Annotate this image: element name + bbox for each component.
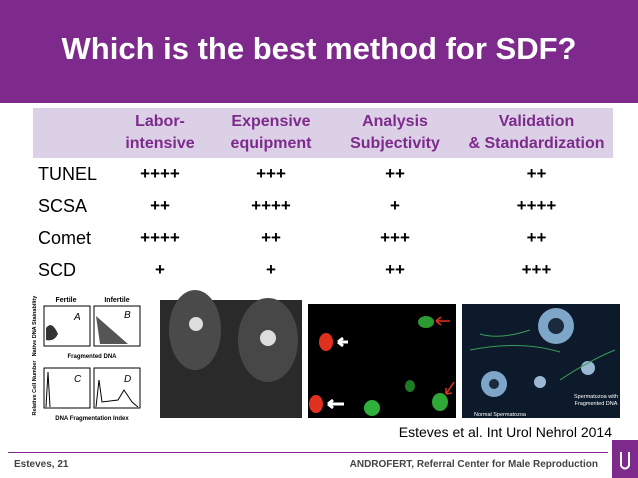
column-header: Expensive equipment: [212, 108, 330, 158]
table-cell: ++: [150, 196, 170, 215]
header-line: Subjectivity: [350, 135, 440, 152]
logo-icon: [620, 452, 630, 470]
plot-box: [93, 367, 141, 409]
plot-box: [43, 367, 91, 409]
slide-title: Which is the best method for SDF?: [0, 0, 638, 103]
axis-label: Native DNA Stainability: [32, 295, 38, 357]
cell: [309, 395, 323, 413]
footer-rule: [8, 452, 608, 453]
tail: [469, 329, 616, 381]
label: Spermatozoa with: [574, 394, 618, 400]
row-label: Comet: [38, 228, 92, 248]
table-cell: ++++: [251, 196, 291, 215]
histogram: [95, 379, 139, 408]
header-line: Expensive: [231, 113, 311, 130]
table-cell: +: [266, 260, 276, 279]
cell: [405, 380, 415, 392]
table-cell: +: [390, 196, 400, 215]
axis-label: DNA Fragmentation Index: [55, 416, 129, 422]
nucleus: [548, 318, 564, 334]
row-label: TUNEL: [38, 164, 98, 184]
cell: [432, 393, 448, 411]
table-cell: +++: [256, 164, 286, 183]
arrow: [327, 398, 344, 410]
scatter-blob: [96, 316, 128, 344]
axis-label: Relative Cell Number: [32, 360, 38, 416]
header-line: Analysis: [362, 113, 428, 130]
header-line: intensive: [125, 135, 195, 152]
table-cell: ++: [385, 260, 405, 279]
axis-label: Fragmented DNA: [67, 354, 117, 360]
column-header: Validation & Standardization: [460, 108, 613, 158]
logo: [612, 440, 638, 478]
header-line: & Standardization: [468, 135, 605, 152]
cell: [319, 333, 333, 351]
halo: [534, 376, 546, 388]
plot-box: [93, 305, 141, 347]
table-cell: ++: [261, 228, 281, 247]
panel-label: B: [124, 310, 131, 321]
table-cell: +: [155, 260, 165, 279]
table-cell: ++: [526, 164, 547, 183]
panel-label: A: [73, 312, 81, 323]
arrow: [435, 316, 450, 326]
table-cell: ++: [526, 228, 547, 247]
table-cell: +++: [380, 228, 410, 247]
footer-left: Esteves, 21: [14, 459, 69, 470]
table-cell: ++++: [516, 196, 557, 215]
header-line: Labor-: [135, 113, 185, 130]
histogram: [45, 371, 51, 408]
cell: [364, 400, 380, 416]
label: Fertile: [55, 297, 76, 304]
scatter-blob: [46, 325, 58, 341]
label: Normal Spermatozoa: [474, 412, 527, 418]
label: Fragmented DNA: [575, 401, 618, 407]
row-label: SCD: [38, 260, 77, 280]
comet-head: [260, 330, 276, 346]
footer-right: ANDROFERT, Referral Center for Male Repr…: [349, 459, 598, 470]
table-header-bg: [33, 108, 613, 158]
column-header: Analysis Subjectivity: [330, 108, 460, 158]
table-cell: ++++: [140, 164, 180, 183]
label: Infertile: [104, 297, 129, 304]
row-label: SCSA: [38, 196, 88, 216]
header-line: Validation: [498, 113, 575, 130]
plot-box: [43, 305, 91, 347]
header-line: equipment: [230, 135, 312, 152]
plot-panel: [28, 296, 150, 424]
cell: [418, 316, 434, 328]
column-header: Labor-intensive: [108, 108, 212, 158]
arrow: [337, 336, 348, 348]
table-cell: ++++: [140, 228, 180, 247]
table-cell: ++: [385, 164, 405, 183]
comet-head: [189, 317, 203, 331]
figures: Fertile Infertile A B C D Fragmented DNA…: [28, 290, 620, 424]
citation: Esteves et al. Int Urol Nehrol 2014: [398, 424, 612, 440]
nucleus: [489, 379, 499, 389]
panel-label: D: [124, 374, 131, 385]
arrow: [445, 381, 455, 395]
panel-label: C: [74, 374, 82, 385]
table-cell: +++: [521, 260, 552, 279]
